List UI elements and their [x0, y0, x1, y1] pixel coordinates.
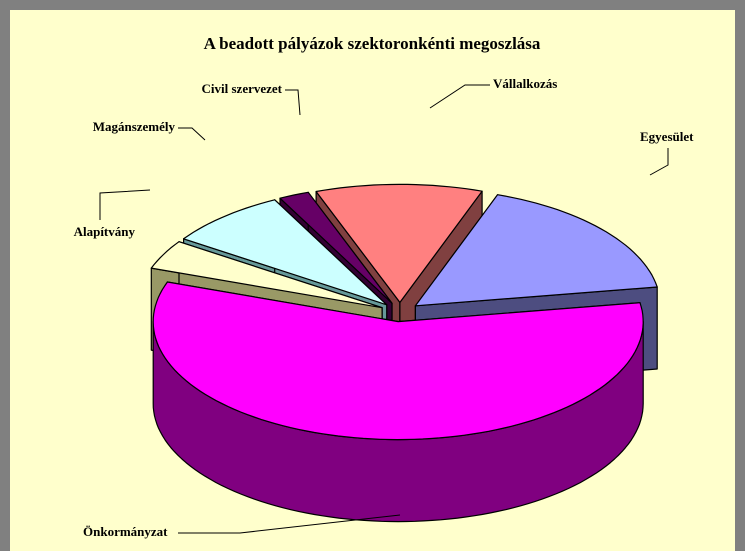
slice-label: Alapítvány — [74, 224, 136, 239]
leader-line — [285, 89, 301, 116]
leader-line — [178, 514, 401, 534]
leader-line — [178, 127, 206, 141]
slice — [279, 191, 393, 304]
slice-label: Civil szervezet — [202, 81, 283, 96]
slice-label: Önkormányzat — [83, 524, 168, 539]
leader-line — [649, 148, 669, 176]
slice — [315, 183, 483, 303]
chart-title: A beadott pályázok szektoronkénti megosz… — [204, 34, 541, 53]
slice-label: Magánszemély — [93, 119, 176, 134]
slice-label: Vállalkozás — [493, 76, 557, 91]
slice — [183, 199, 388, 306]
slice — [152, 281, 644, 441]
slice — [150, 241, 383, 309]
slice — [414, 194, 658, 307]
leader-line — [99, 189, 151, 220]
slice-label: Egyesület — [640, 129, 694, 144]
leader-line — [429, 84, 490, 109]
